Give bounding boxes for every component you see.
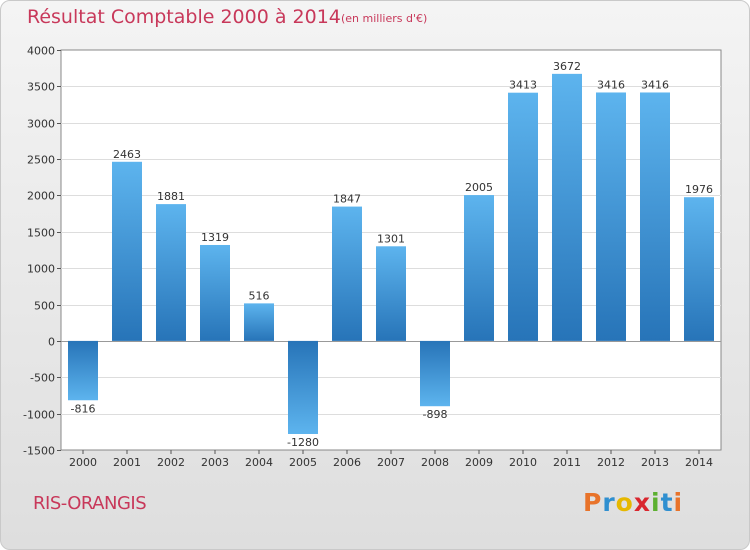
- x-tick-label: 2011: [553, 456, 581, 469]
- x-tick-label: 2000: [69, 456, 97, 469]
- bar-2002: [156, 204, 186, 341]
- x-tick-label: 2013: [641, 456, 669, 469]
- data-label-2003: 1319: [201, 231, 229, 244]
- y-tick-label: -1000: [23, 409, 55, 422]
- bar-2014: [684, 197, 714, 341]
- y-tick-label: 2500: [27, 154, 55, 167]
- data-label-2001: 2463: [113, 148, 141, 161]
- data-label-2014: 1976: [685, 183, 713, 196]
- y-tick-label: 500: [34, 300, 55, 313]
- logo-letter: i: [673, 488, 684, 517]
- data-labels: -816 2463 1881 1319 516 -1280 1847 1301 -898 2005…: [71, 60, 713, 449]
- y-tick-label: 4000: [27, 45, 55, 58]
- bars: [68, 73, 714, 434]
- bar-2001: [112, 161, 142, 341]
- logo-letter: i: [651, 488, 661, 517]
- x-tick-label: 2012: [597, 456, 625, 469]
- y-tick-label: -1500: [23, 445, 55, 458]
- bar-2010: [508, 92, 538, 341]
- bar-2007: [376, 246, 406, 341]
- data-label-2007: 1301: [377, 232, 405, 245]
- bar-2004: [244, 303, 274, 341]
- bar-2008: [420, 340, 450, 407]
- x-tick-label: 2009: [465, 456, 493, 469]
- data-label-2008: -898: [423, 408, 448, 421]
- bar-2006: [332, 206, 362, 341]
- chart-title: Résultat Comptable 2000 à 2014: [27, 6, 341, 28]
- logo-letter: t: [660, 488, 674, 517]
- bar-2013: [640, 92, 670, 341]
- bar-2000: [68, 340, 98, 401]
- bar-2009: [464, 195, 494, 341]
- bar-2005: [288, 340, 318, 434]
- data-label-2004: 516: [249, 289, 270, 302]
- y-axis: -1500 -1000 -500 0 500 1000 1500 2000 2500 3000 35…: [23, 45, 61, 458]
- data-label-2011: 3672: [553, 60, 581, 73]
- bar-2003: [200, 244, 230, 341]
- x-tick-label: 2003: [201, 456, 229, 469]
- chart-subtitle: (en milliers d'€): [341, 12, 428, 25]
- data-label-2013: 3416: [641, 78, 669, 91]
- x-axis: 2000 2001 2002 2003 2004 2005 2006 2007 2008 2009…: [69, 450, 713, 469]
- data-label-2012: 3416: [597, 78, 625, 91]
- proxiti-logo[interactable]: Proxiti: [583, 488, 683, 517]
- y-tick-label: 1500: [27, 227, 55, 240]
- data-label-2000: -816: [71, 402, 96, 415]
- x-tick-label: 2010: [509, 456, 537, 469]
- bar-2012: [596, 92, 626, 341]
- logo-letter: r: [602, 488, 616, 517]
- data-label-2006: 1847: [333, 193, 361, 206]
- x-tick-label: 2007: [377, 456, 405, 469]
- y-tick-label: 0: [48, 336, 55, 349]
- y-tick-label: 3500: [27, 81, 55, 94]
- x-tick-label: 2005: [289, 456, 317, 469]
- x-tick-label: 2004: [245, 456, 273, 469]
- x-tick-label: 2001: [113, 456, 141, 469]
- data-label-2009: 2005: [465, 181, 493, 194]
- x-tick-label: 2008: [421, 456, 449, 469]
- y-tick-label: 1000: [27, 263, 55, 276]
- y-tick-label: -500: [30, 372, 55, 385]
- y-tick-label: 3000: [27, 118, 55, 131]
- y-tick-label: 2000: [27, 190, 55, 203]
- logo-letter: P: [583, 488, 603, 517]
- commune-name: RIS-ORANGIS: [33, 493, 147, 514]
- data-label-2002: 1881: [157, 190, 185, 203]
- x-tick-label: 2014: [685, 456, 713, 469]
- data-label-2005: -1280: [287, 436, 319, 449]
- x-tick-label: 2006: [333, 456, 361, 469]
- logo-letter: o: [615, 488, 634, 517]
- x-tick-label: 2002: [157, 456, 185, 469]
- bar-2011: [552, 73, 582, 341]
- logo-letter: x: [633, 488, 651, 517]
- data-label-2010: 3413: [509, 79, 537, 92]
